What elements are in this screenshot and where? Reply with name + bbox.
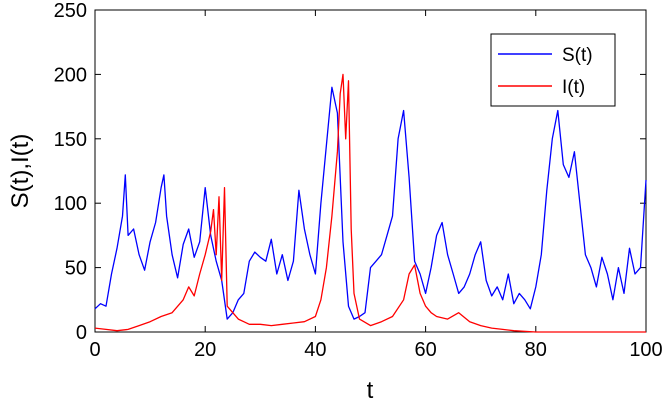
x-tick-label-1: 20 [194, 339, 216, 361]
x-tick-label-2: 40 [304, 339, 326, 361]
y-tick-label-0: 0 [76, 322, 87, 344]
legend: S(t) I(t) [490, 33, 616, 107]
legend-label-s: S(t) [562, 45, 593, 66]
x-tick-label-3: 60 [414, 339, 436, 361]
y-tick-label-4: 200 [54, 64, 87, 86]
legend-label-i: I(t) [562, 77, 585, 98]
x-tick-label-0: 0 [89, 339, 100, 361]
legend-box [490, 33, 616, 107]
y-tick-label-2: 100 [54, 193, 87, 215]
series-line-1 [94, 73, 646, 333]
series-line-0 [94, 86, 647, 320]
x-tick-label-5: 100 [629, 339, 662, 361]
x-tick-label-4: 80 [525, 339, 547, 361]
axis-ticks: 0 20 40 60 80 100 0 50 100 150 200 250 [54, 0, 663, 361]
y-tick-label-3: 150 [54, 129, 87, 151]
y-tick-label-5: 250 [54, 0, 87, 22]
series-layer [94, 73, 647, 333]
y-tick-label-1: 50 [65, 258, 87, 280]
x-axis-label: t [367, 377, 374, 404]
y-axis-label: S(t),I(t) [7, 134, 34, 209]
